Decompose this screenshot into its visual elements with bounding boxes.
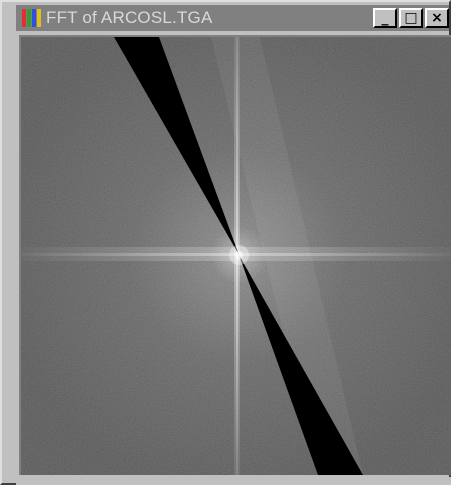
lower-dark-wedge xyxy=(239,255,363,475)
fft-image-canvas[interactable] xyxy=(19,35,451,475)
window-bottom-border xyxy=(16,477,451,485)
maximize-icon: □ xyxy=(404,10,418,26)
fft-app-icon[interactable] xyxy=(22,9,42,27)
close-icon: × xyxy=(431,10,443,26)
close-button[interactable]: × xyxy=(425,8,449,28)
title-buttons: _ □ × xyxy=(373,8,449,28)
minimize-button[interactable]: _ xyxy=(373,8,397,28)
fft-spectrum-image xyxy=(21,37,451,475)
maximize-button[interactable]: □ xyxy=(399,8,423,28)
window-title: FFT of ARCOSL.TGA xyxy=(46,8,213,27)
upper-dark-wedge xyxy=(114,37,239,255)
title-bar[interactable]: FFT of ARCOSL.TGA _ □ × xyxy=(16,5,449,31)
minimize-icon: _ xyxy=(381,10,389,26)
window-left-edge xyxy=(2,2,16,483)
